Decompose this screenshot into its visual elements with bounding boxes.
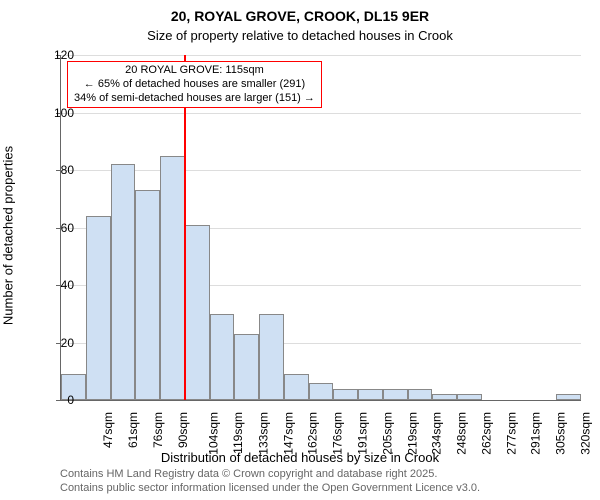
xtick-label: 90sqm [176, 412, 190, 448]
histogram-bar [408, 389, 433, 401]
ytick-label: 60 [44, 221, 74, 235]
histogram-bar [556, 394, 581, 400]
annotation-line: 20 ROYAL GROVE: 115sqm [74, 64, 315, 78]
xtick-label: 320sqm [579, 412, 593, 455]
grid-line [61, 170, 581, 171]
xtick-label: 191sqm [356, 412, 370, 455]
histogram-bar [86, 216, 111, 400]
footer-line-2: Contains public sector information licen… [60, 482, 480, 496]
histogram-bar [333, 389, 358, 401]
xtick-label: 61sqm [126, 412, 140, 448]
xtick-label: 133sqm [257, 412, 271, 455]
histogram-bar [259, 314, 284, 400]
histogram-bar [284, 374, 309, 400]
xtick-label: 176sqm [331, 412, 345, 455]
footer-line-1: Contains HM Land Registry data © Crown c… [60, 468, 480, 482]
xtick-label: 47sqm [101, 412, 115, 448]
annotation-line: ← 65% of detached houses are smaller (29… [74, 78, 315, 92]
xtick-label: 305sqm [554, 412, 568, 455]
xtick-label: 76sqm [151, 412, 165, 448]
y-axis-label: Number of detached properties [1, 146, 16, 325]
histogram-bar [457, 394, 482, 400]
annotation-box: 20 ROYAL GROVE: 115sqm← 65% of detached … [67, 61, 322, 108]
grid-line [61, 55, 581, 56]
xtick-label: 205sqm [380, 412, 394, 455]
ytick-label: 80 [44, 163, 74, 177]
xtick-label: 234sqm [430, 412, 444, 455]
histogram-bar [383, 389, 408, 401]
xtick-label: 147sqm [281, 412, 295, 455]
ytick-label: 40 [44, 278, 74, 292]
annotation-line: 34% of semi-detached houses are larger (… [74, 92, 315, 106]
xtick-label: 219sqm [405, 412, 419, 455]
plot-area: 20 ROYAL GROVE: 115sqm← 65% of detached … [60, 55, 581, 401]
chart-subtitle: Size of property relative to detached ho… [0, 28, 600, 43]
histogram-bar [111, 164, 136, 400]
histogram-bar [309, 383, 334, 400]
histogram-bar [135, 190, 160, 400]
xtick-label: 119sqm [231, 412, 245, 454]
ytick-label: 0 [44, 393, 74, 407]
histogram-bar [185, 225, 210, 400]
ytick-label: 100 [44, 106, 74, 120]
xtick-label: 277sqm [504, 412, 518, 455]
xtick-label: 262sqm [480, 412, 494, 455]
histogram-bar [210, 314, 235, 400]
histogram-bar [358, 389, 383, 401]
histogram-bar [160, 156, 185, 400]
ytick-label: 120 [44, 48, 74, 62]
xtick-label: 248sqm [455, 412, 469, 455]
xtick-label: 162sqm [306, 412, 320, 455]
footer-attribution: Contains HM Land Registry data © Crown c… [60, 468, 480, 496]
histogram-bar [432, 394, 457, 400]
chart-container: 20, ROYAL GROVE, CROOK, DL15 9ER Size of… [0, 0, 600, 500]
xtick-label: 104sqm [207, 412, 221, 455]
ytick-label: 20 [44, 336, 74, 350]
grid-line [61, 113, 581, 114]
xtick-label: 291sqm [529, 412, 543, 455]
chart-title: 20, ROYAL GROVE, CROOK, DL15 9ER [0, 8, 600, 24]
histogram-bar [234, 334, 259, 400]
